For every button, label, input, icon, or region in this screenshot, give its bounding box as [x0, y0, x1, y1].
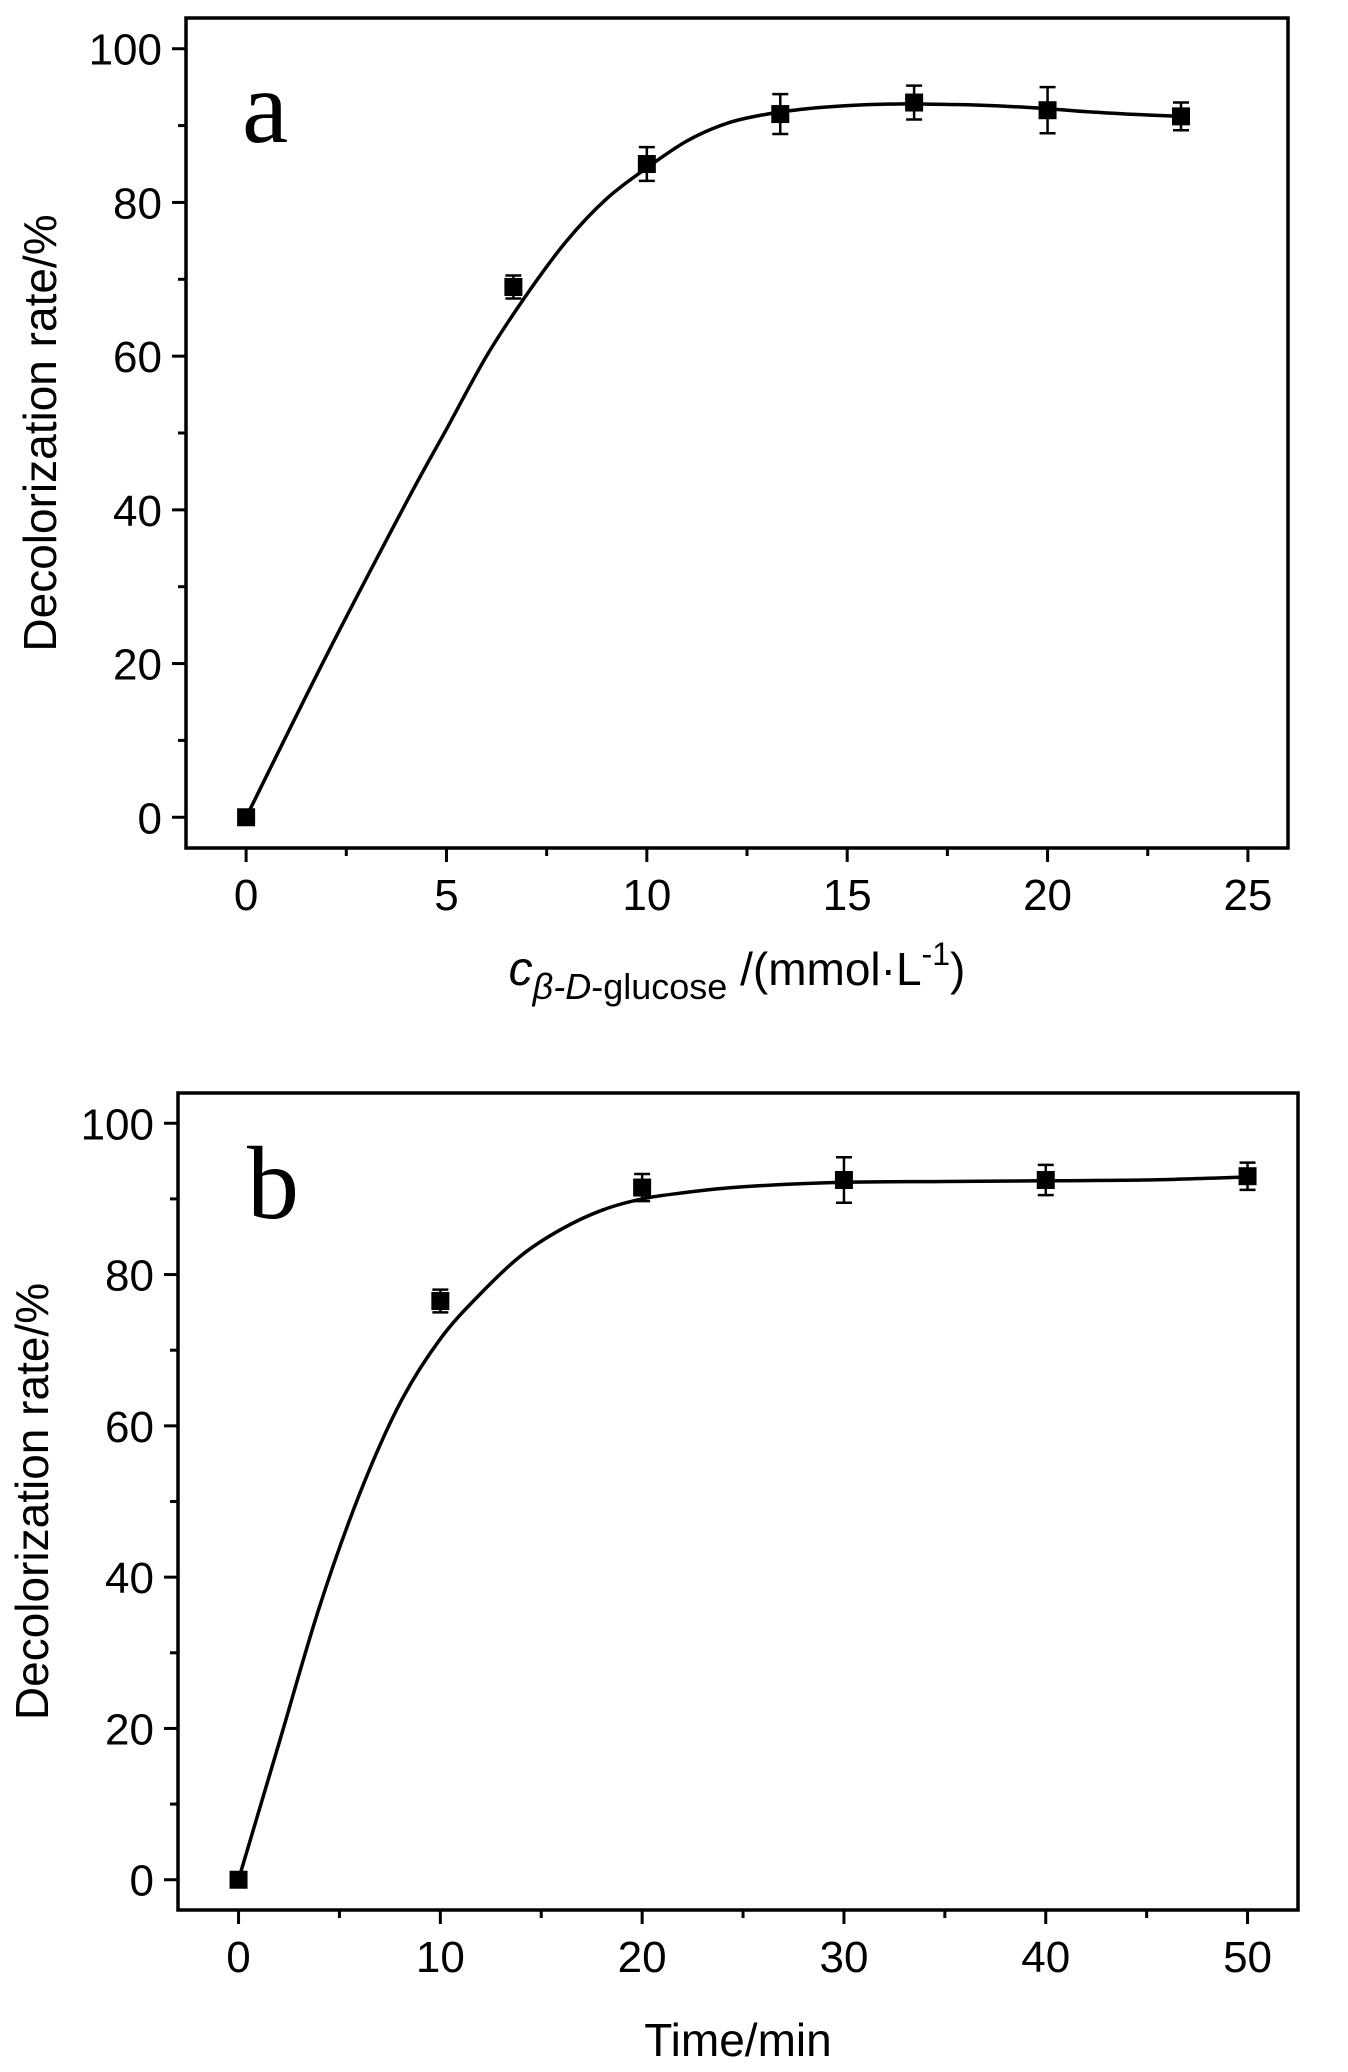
- fit-curve: [236, 1175, 1248, 1881]
- y-tick-label: 40: [113, 487, 162, 536]
- chart-panel-a: 0 5 10 15 20 25 0 20 40 60 80 100 Decolorization rat…: [14, 16, 1290, 1007]
- data-point: [771, 105, 790, 124]
- x-tick-label: 40: [1021, 1933, 1070, 1982]
- data-point: [905, 93, 924, 112]
- x-tick-label: 50: [1223, 1933, 1272, 1982]
- x-axis-label: cβ-D-glucose /(mmol·L-1): [509, 936, 966, 1007]
- panel-label: a: [242, 50, 288, 165]
- y-tick-label: 80: [113, 179, 162, 228]
- data-point: [431, 1292, 450, 1311]
- x-axis-label-unit: /(mmol·L: [727, 943, 921, 995]
- plot-frame: [184, 16, 1290, 850]
- y-tick-label: 0: [130, 1857, 154, 1906]
- y-axis-label: Decolorization rate/%: [14, 214, 66, 651]
- x-tick-label: 0: [226, 1933, 250, 1982]
- x-tick-label: 20: [618, 1933, 667, 1982]
- data-point: [504, 277, 523, 296]
- data-point: [1238, 1167, 1257, 1186]
- x-tick-label: 10: [416, 1933, 465, 1982]
- data-point: [237, 808, 256, 827]
- x-tick-label: 15: [823, 871, 872, 920]
- x-tick-label: 25: [1223, 871, 1272, 920]
- y-tick-label: 20: [105, 1705, 154, 1754]
- y-tick-label: 20: [113, 641, 162, 690]
- x-axis-label-symbol: c: [509, 943, 533, 996]
- fit-curve: [244, 102, 1182, 819]
- x-tick-label: 10: [622, 871, 671, 920]
- x-axis-label-unit-sup: -1: [922, 936, 950, 972]
- y-tick-label: 100: [89, 26, 162, 75]
- x-axis-label-subscript-greek: β: [532, 966, 554, 1007]
- y-axis-label: Decolorization rate/%: [6, 1283, 58, 1720]
- data-point: [834, 1170, 853, 1189]
- x-axis-label-subscript-rest: -glucose: [591, 966, 727, 1007]
- x-axis-label: Time/min: [644, 2014, 831, 2066]
- x-tick-label: 5: [434, 871, 458, 920]
- panel-label: b: [247, 1126, 299, 1241]
- y-tick-label: 80: [105, 1252, 154, 1301]
- y-tick-label: 60: [113, 333, 162, 382]
- x-axis-label-unit-close: ): [950, 943, 965, 995]
- data-point: [1036, 1170, 1055, 1189]
- y-tick-label: 60: [105, 1403, 154, 1452]
- x-tick-label: 0: [234, 871, 258, 920]
- y-tick-label: 0: [138, 794, 162, 843]
- data-point: [229, 1870, 248, 1889]
- data-point: [1038, 101, 1057, 120]
- y-tick-label: 40: [105, 1554, 154, 1603]
- x-tick-label: 20: [1023, 871, 1072, 920]
- data-point: [637, 155, 656, 174]
- data-point: [633, 1178, 652, 1197]
- x-axis-label-subscript-d: -D: [553, 966, 591, 1007]
- chart-panel-b: 0 10 20 30 40 50 0 20 40 60 80 100 Decolorization ra…: [6, 1091, 1300, 2066]
- data-point: [1172, 107, 1191, 126]
- plot-frame: [176, 1091, 1300, 1912]
- y-tick-label: 100: [81, 1100, 154, 1149]
- x-tick-label: 30: [819, 1933, 868, 1982]
